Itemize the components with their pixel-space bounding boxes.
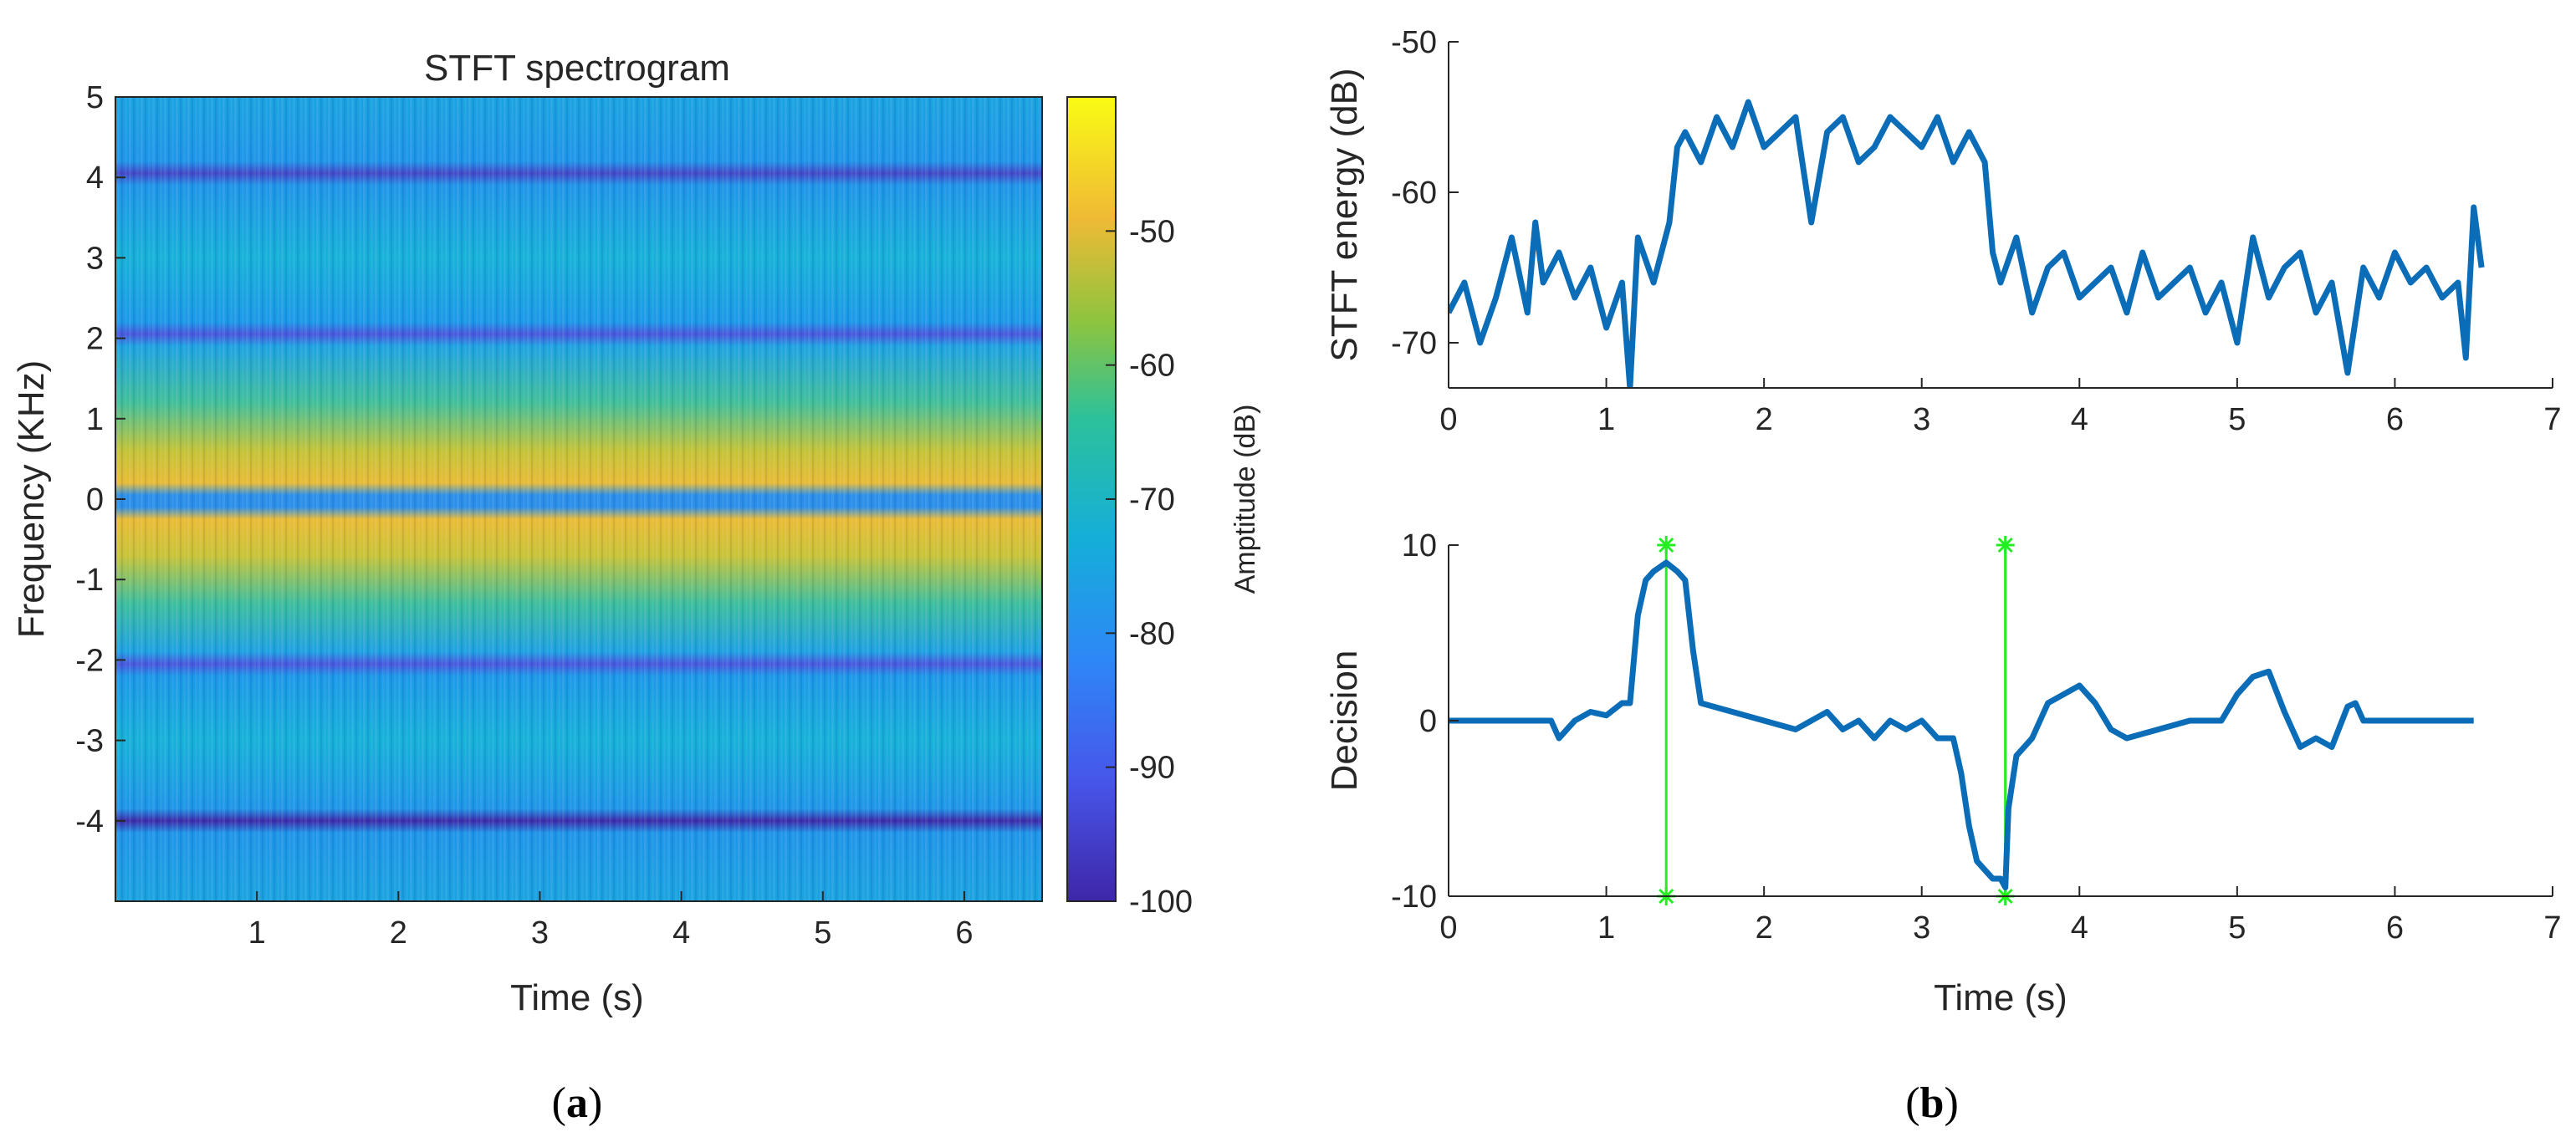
energy-series-line bbox=[1449, 99, 2485, 388]
spectrogram-y-tick-label: -4 bbox=[75, 804, 104, 839]
spectrogram-y-tick-label: -3 bbox=[75, 724, 104, 759]
energy-x-tick-label: 4 bbox=[2071, 402, 2088, 437]
decision-x-tick-label: 5 bbox=[2228, 910, 2246, 946]
spectrogram-y-tick-label: 0 bbox=[86, 482, 104, 518]
energy-y-tick-label: -50 bbox=[1391, 25, 1437, 60]
spectrogram-y-label: Frequency (KHz) bbox=[11, 360, 52, 639]
spectrogram-x-tick-label: 2 bbox=[390, 915, 407, 951]
spectrogram-x-tick-label: 4 bbox=[672, 915, 690, 951]
colorbar-ticks: -50 -60 -70 -80 -90 -100 bbox=[1106, 214, 1193, 920]
spectrogram-x-tick-label: 5 bbox=[814, 915, 831, 951]
energy-x-tick-label: 7 bbox=[2543, 402, 2561, 437]
energy-x-tick-label: 2 bbox=[1756, 402, 1773, 437]
panel-b-label: (b) bbox=[1905, 1079, 1959, 1127]
energy-x-tick-label: 3 bbox=[1913, 402, 1930, 437]
panel-a-letter: a bbox=[566, 1079, 588, 1127]
colorbar-tick-label: -60 bbox=[1129, 349, 1175, 384]
spectrogram-x-ticks: 1 2 3 4 5 6 bbox=[248, 891, 974, 951]
decision-x-label: Time (s) bbox=[1934, 977, 2067, 1018]
energy-axes bbox=[1449, 42, 2553, 388]
spectrogram-y-tick-label: 2 bbox=[86, 322, 104, 357]
spectrogram-x-label: Time (s) bbox=[510, 977, 644, 1018]
colorbar-tick-label: -70 bbox=[1129, 482, 1175, 518]
decision-x-ticks: 0 1 2 3 4 5 6 7 bbox=[1439, 886, 2562, 946]
energy-x-tick-label: 0 bbox=[1439, 402, 1457, 437]
colorbar-tick-label: -50 bbox=[1129, 214, 1175, 249]
spectrogram-x-tick-label: 3 bbox=[531, 915, 549, 951]
spectrogram-texture bbox=[115, 97, 1042, 901]
energy-y-tick-label: -60 bbox=[1391, 176, 1437, 211]
energy-y-tick-label: -70 bbox=[1391, 326, 1437, 361]
spectrogram-y-tick-label: -2 bbox=[75, 643, 104, 678]
spectrogram-y-tick-label: -1 bbox=[75, 563, 104, 598]
colorbar-tick-label: -80 bbox=[1129, 616, 1175, 651]
spectrogram-y-tick-label: 1 bbox=[86, 402, 104, 437]
decision-series-line bbox=[1449, 559, 2474, 890]
spectrogram-title: STFT spectrogram bbox=[424, 48, 730, 89]
energy-y-ticks: -50 -60 -70 bbox=[1391, 25, 1459, 361]
panel-b-letter: b bbox=[1920, 1079, 1945, 1127]
decision-x-tick-label: 7 bbox=[2543, 910, 2561, 946]
energy-panel: 0 1 2 3 4 5 6 7 -50 -60 -70 STFT energy (dB) bbox=[1324, 25, 2562, 437]
decision-x-tick-label: 0 bbox=[1439, 910, 1457, 946]
energy-y-label: STFT energy (dB) bbox=[1324, 68, 1365, 361]
spectrogram-x-tick-label: 1 bbox=[248, 915, 266, 951]
spectrogram-panel: STFT spectrogram 1 2 3 4 5 6 5 4 3 2 1 0 -1 -2 -3 -4 T… bbox=[11, 48, 1261, 1018]
decision-y-tick-label: 10 bbox=[1402, 528, 1437, 563]
decision-x-tick-label: 4 bbox=[2071, 910, 2088, 946]
colorbar-label: Amptitude (dB) bbox=[1229, 405, 1261, 594]
change-point-star bbox=[1996, 536, 2015, 554]
energy-x-tick-label: 5 bbox=[2228, 402, 2246, 437]
colorbar-tick-label: -90 bbox=[1129, 751, 1175, 786]
energy-x-tick-label: 1 bbox=[1597, 402, 1615, 437]
energy-x-ticks: 0 1 2 3 4 5 6 7 bbox=[1439, 378, 2562, 437]
change-point-star bbox=[1657, 536, 1676, 554]
colorbar-tick-label: -100 bbox=[1129, 885, 1193, 920]
decision-x-tick-label: 1 bbox=[1597, 910, 1615, 946]
decision-x-tick-label: 3 bbox=[1913, 910, 1930, 946]
spectrogram-y-ticks: 5 4 3 2 1 0 -1 -2 -3 -4 bbox=[75, 80, 125, 839]
spectrogram-y-tick-label: 4 bbox=[86, 161, 104, 196]
decision-y-ticks: 10 0 -10 bbox=[1391, 528, 1459, 915]
energy-x-tick-label: 6 bbox=[2386, 402, 2404, 437]
decision-y-tick-label: -10 bbox=[1391, 880, 1437, 915]
spectrogram-x-tick-label: 6 bbox=[955, 915, 973, 951]
decision-x-tick-label: 2 bbox=[1756, 910, 1773, 946]
decision-y-label: Decision bbox=[1324, 650, 1365, 792]
decision-x-tick-label: 6 bbox=[2386, 910, 2404, 946]
panel-a-label: (a) bbox=[552, 1079, 603, 1127]
spectrogram-y-tick-label: 3 bbox=[86, 241, 104, 276]
decision-y-tick-label: 0 bbox=[1419, 704, 1437, 739]
spectrogram-y-tick-label: 5 bbox=[86, 80, 104, 115]
